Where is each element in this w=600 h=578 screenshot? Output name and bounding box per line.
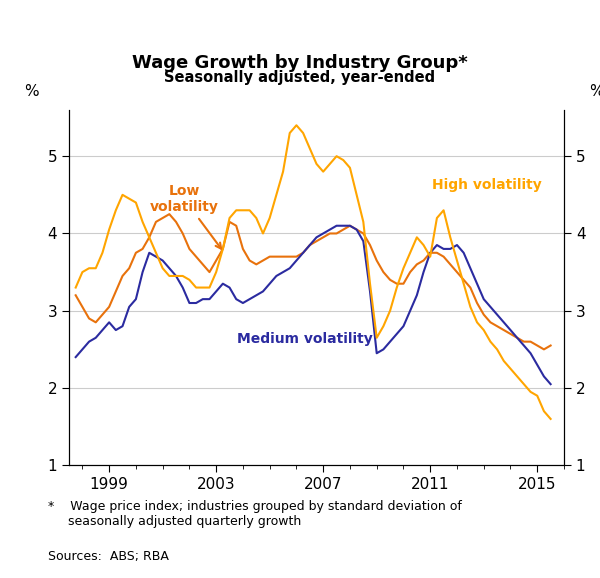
- Text: %: %: [589, 84, 600, 99]
- Text: Low
volatility: Low volatility: [149, 184, 221, 249]
- Text: Sources:  ABS; RBA: Sources: ABS; RBA: [48, 550, 169, 563]
- Text: %: %: [25, 84, 39, 99]
- Text: Medium volatility: Medium volatility: [236, 332, 373, 346]
- Text: *    Wage price index; industries grouped by standard deviation of
     seasonal: * Wage price index; industries grouped b…: [48, 500, 462, 528]
- Text: Seasonally adjusted, year-ended: Seasonally adjusted, year-ended: [164, 70, 436, 85]
- Text: Wage Growth by Industry Group*: Wage Growth by Industry Group*: [132, 54, 468, 72]
- Text: High volatility: High volatility: [431, 177, 541, 192]
